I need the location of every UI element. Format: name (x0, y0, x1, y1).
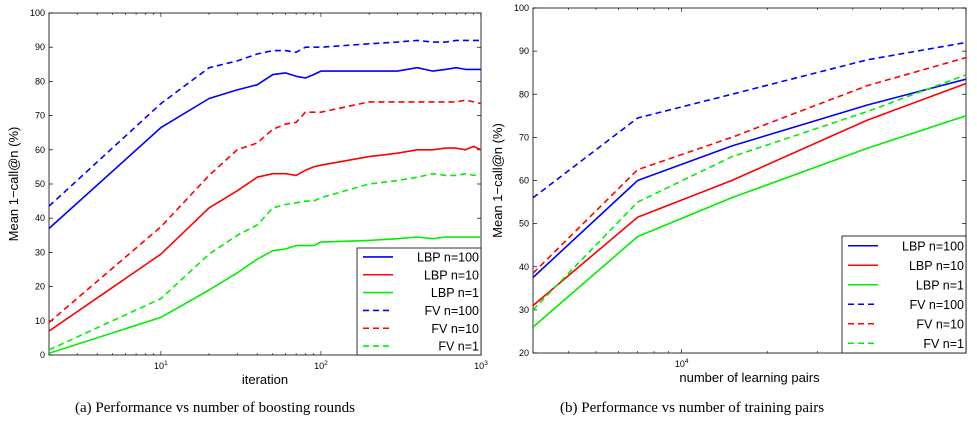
series-line-fv-n-1 (49, 172, 481, 351)
y-tick-label: 10 (35, 316, 45, 326)
legend-box (356, 247, 482, 356)
y-tick-label: 70 (519, 132, 529, 142)
legend-a: LBP n=100 LBP n=10 LBP n=1 FV n=100 FV n=10 F… (356, 247, 482, 356)
legend-label: FV n=10 (916, 317, 964, 331)
y-tick-label: 80 (519, 89, 529, 99)
legend-label: FV n=1 (923, 337, 964, 351)
legend-label: FV n=100 (424, 304, 479, 318)
y-tick-label: 40 (519, 262, 529, 272)
series-line-fv-n-10 (49, 99, 481, 324)
series-line-lbp-n-1 (533, 115, 966, 328)
legend-box (841, 235, 967, 354)
y-tick-label: 20 (519, 348, 529, 358)
series-group (533, 41, 966, 328)
chart-panel-a: 0 10 20 30 40 50 60 70 80 90 100 101 102 103 iteration… (6, 8, 488, 416)
x-axis-label: iteration (242, 372, 288, 387)
legend-label: LBP n=10 (424, 268, 479, 282)
series-line-fv-n-100 (533, 41, 966, 199)
y-tick-label: 100 (30, 8, 45, 18)
x-tick-label: 102 (314, 360, 328, 371)
y-tick-label: 50 (35, 179, 45, 189)
y-axis-label: Mean 1−call@n (%) (490, 123, 505, 238)
caption-b: (b) Performance vs number of training pa… (560, 400, 824, 416)
legend-b: LBP n=100 LBP n=10 LBP n=1 FV n=100 FV n=10 F… (841, 235, 967, 354)
y-tick-label: 60 (35, 145, 45, 155)
legend-label: FV n=1 (438, 340, 479, 354)
caption-a: (a) Performance vs number of boosting ro… (75, 400, 355, 416)
legend-label: LBP n=100 (417, 250, 479, 264)
y-tick-label: 0 (40, 350, 45, 360)
x-axis-label: number of learning pairs (679, 370, 820, 385)
x-tick-label: 103 (474, 360, 488, 371)
legend-label: LBP n=10 (909, 259, 964, 273)
series-line-fv-n-100 (49, 39, 481, 207)
series-line-fv-n-1 (533, 74, 966, 311)
legend-label: LBP n=1 (916, 278, 964, 292)
y-tick-label: 30 (35, 247, 45, 257)
legend-label: LBP n=1 (431, 286, 479, 300)
series-group (49, 39, 481, 355)
y-tick-label: 30 (519, 305, 529, 315)
legend-label: LBP n=100 (902, 239, 964, 253)
series-line-lbp-n-10 (49, 145, 481, 332)
legend-label: FV n=10 (431, 322, 479, 336)
y-tick-label: 90 (35, 42, 45, 52)
series-line-lbp-n-100 (533, 78, 966, 279)
y-tick-label: 20 (35, 282, 45, 292)
series-line-lbp-n-1 (49, 236, 481, 355)
series-line-lbp-n-10 (533, 82, 966, 307)
y-tick-label: 100 (514, 3, 529, 13)
y-tick-label: 70 (35, 111, 45, 121)
y-tick-label: 80 (35, 76, 45, 86)
legend-label: FV n=100 (909, 298, 964, 312)
y-tick-label: 40 (35, 213, 45, 223)
y-tick-label: 50 (519, 219, 529, 229)
y-tick-label: 90 (519, 46, 529, 56)
y-axis-label: Mean 1−call@n (%) (6, 127, 21, 242)
series-line-lbp-n-100 (49, 66, 481, 230)
x-tick-label: 101 (154, 360, 168, 371)
y-tick-label: 60 (519, 176, 529, 186)
x-tick-label: 104 (675, 358, 689, 369)
